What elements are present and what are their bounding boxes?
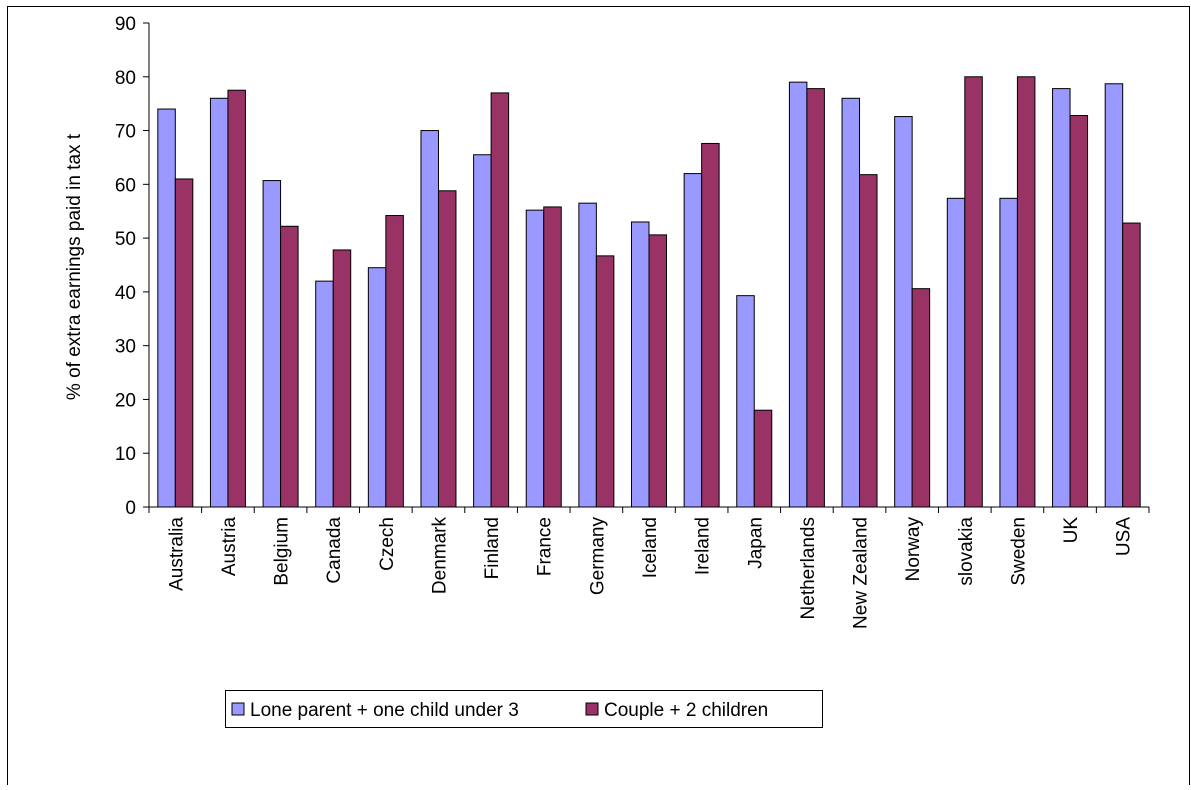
- bar-lone-parent-slovakia: [946, 197, 966, 508]
- bar-lone-parent-canada: [315, 280, 334, 508]
- bar-lone-parent-netherlands: [788, 81, 808, 508]
- y-tick-label: 30: [115, 337, 136, 358]
- bar-lone-parent-ireland: [683, 173, 703, 508]
- y-axis-title: % of extra earnings paid in tax t: [64, 133, 85, 400]
- bar-lone-parent-iceland: [631, 221, 650, 508]
- bar-lone-parent-czech: [367, 267, 387, 508]
- y-tick-label: 0: [125, 498, 136, 519]
- x-tick-label-uk: UK: [1061, 517, 1082, 544]
- bar-lone-parent-norway: [894, 116, 913, 508]
- x-tick-label-czech: Czech: [377, 517, 398, 571]
- x-tick-label-netherlands: Netherlands: [798, 517, 819, 619]
- bar-couple-sweden: [1016, 76, 1036, 508]
- y-tick-label: 10: [115, 444, 136, 465]
- x-tick-label-norway: Norway: [903, 517, 924, 582]
- bar-lone-parent-australia: [157, 108, 176, 508]
- legend-swatch-couple: [585, 702, 599, 716]
- x-tick-label-ireland: Ireland: [693, 517, 714, 575]
- bar-couple-austria: [227, 89, 246, 508]
- bar-lone-parent-finland: [473, 154, 492, 508]
- y-tick-label: 90: [115, 14, 136, 35]
- bar-couple-germany: [595, 255, 615, 508]
- bar-lone-parent-japan: [736, 295, 755, 508]
- bar-couple-ireland: [701, 142, 720, 508]
- y-tick-label: 80: [115, 68, 136, 89]
- x-tick-label-finland: Finland: [482, 517, 503, 579]
- bar-lone-parent-belgium: [262, 180, 282, 508]
- bar-lone-parent-france: [525, 209, 545, 508]
- x-tick-label-canada: Canada: [324, 517, 345, 584]
- legend: Lone parent + one child under 3 Couple +…: [225, 690, 823, 728]
- y-tick-label: 70: [115, 122, 136, 143]
- bar-couple-netherlands: [806, 88, 825, 508]
- y-tick-label: 20: [115, 390, 136, 411]
- x-tick-label-new-zealand: New Zealand: [851, 517, 872, 629]
- y-axis: 0 10 20 30 40 50 60 70 80 90: [115, 14, 150, 519]
- bar-couple-usa: [1122, 222, 1141, 508]
- x-tick-label-iceland: Iceland: [640, 517, 661, 578]
- legend-swatch-lone-parent: [231, 702, 245, 716]
- bar-couple-slovakia: [964, 76, 983, 508]
- bar-lone-parent-denmark: [420, 130, 439, 508]
- legend-box: [225, 690, 823, 728]
- bar-lone-parent-sweden: [999, 197, 1018, 508]
- bar-couple-finland: [490, 92, 510, 508]
- bar-lone-parent-germany: [578, 202, 597, 508]
- bar-couple-iceland: [648, 234, 667, 508]
- bar-couple-uk: [1069, 114, 1089, 508]
- y-tick-label: 50: [115, 229, 136, 250]
- bar-couple-australia: [174, 178, 194, 508]
- x-tick-label-australia: Australia: [166, 517, 187, 591]
- bar-couple-denmark: [437, 190, 457, 508]
- x-tick-label-austria: Austria: [219, 517, 240, 577]
- legend-label-couple: Couple + 2 children: [604, 700, 768, 721]
- x-tick-label-france: France: [535, 517, 556, 576]
- bar-couple-japan: [753, 409, 773, 508]
- x-tick-label-belgium: Belgium: [272, 517, 293, 586]
- bar-lone-parent-austria: [209, 97, 229, 508]
- x-axis: Australia Austria Belgium Canada Czech Denmar…: [148, 506, 1150, 629]
- bar-couple-canada: [332, 249, 352, 508]
- bar-couple-new-zealand: [859, 174, 878, 508]
- bar-lone-parent-uk: [1052, 88, 1071, 508]
- bar-lone-parent-usa: [1104, 83, 1124, 508]
- bar-couple-belgium: [280, 225, 299, 508]
- bar-couple-norway: [911, 288, 931, 508]
- bar-couple-france: [543, 206, 562, 508]
- x-tick-label-japan: Japan: [745, 517, 766, 569]
- x-tick-label-germany: Germany: [587, 517, 608, 596]
- x-tick-label-denmark: Denmark: [429, 517, 450, 595]
- x-tick-label-slovakia: slovakia: [956, 517, 977, 586]
- y-tick-label: 60: [115, 175, 136, 196]
- legend-label-lone-parent: Lone parent + one child under 3: [250, 700, 519, 721]
- bar-couple-czech: [385, 215, 404, 508]
- y-tick-label: 40: [115, 283, 136, 304]
- x-tick-label-sweden: Sweden: [1008, 517, 1029, 586]
- bars: [157, 76, 1141, 508]
- x-tick-label-usa: USA: [1114, 517, 1135, 556]
- bar-lone-parent-new-zealand: [841, 97, 861, 508]
